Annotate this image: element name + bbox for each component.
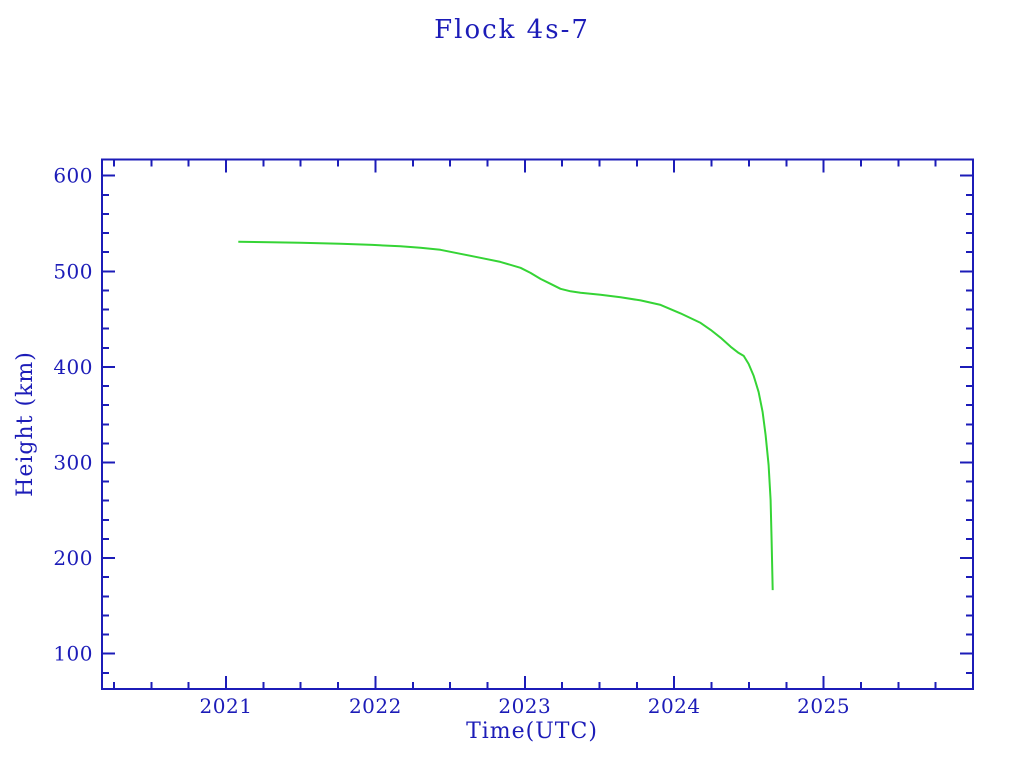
tick-labels-layer: 2021 2022 2023 2024 2025 100 200 300 400 500 600: [53, 164, 850, 718]
chart-title: Flock 4s-7: [434, 15, 590, 45]
y-tick-label: 600: [53, 164, 93, 188]
x-tick-label: 2022: [349, 694, 402, 718]
y-tick-label: 200: [53, 546, 93, 570]
x-tick-label: 2024: [648, 694, 701, 718]
x-tick-label: 2025: [797, 694, 850, 718]
y-tick-label: 100: [53, 642, 93, 666]
x-axis-title: Time(UTC): [466, 719, 598, 744]
y-tick-label: 500: [53, 259, 93, 283]
x-tick-label: 2023: [498, 694, 551, 718]
plot-frame: [101, 158, 974, 690]
height-curve: [238, 240, 774, 591]
axis-ticks: [102, 159, 973, 689]
axes-layer: [101, 158, 974, 690]
y-tick-label: 400: [53, 355, 93, 379]
x-tick-label: 2021: [200, 694, 253, 718]
y-tick-label: 300: [53, 451, 93, 475]
y-axis-title: Height (km): [13, 351, 38, 497]
